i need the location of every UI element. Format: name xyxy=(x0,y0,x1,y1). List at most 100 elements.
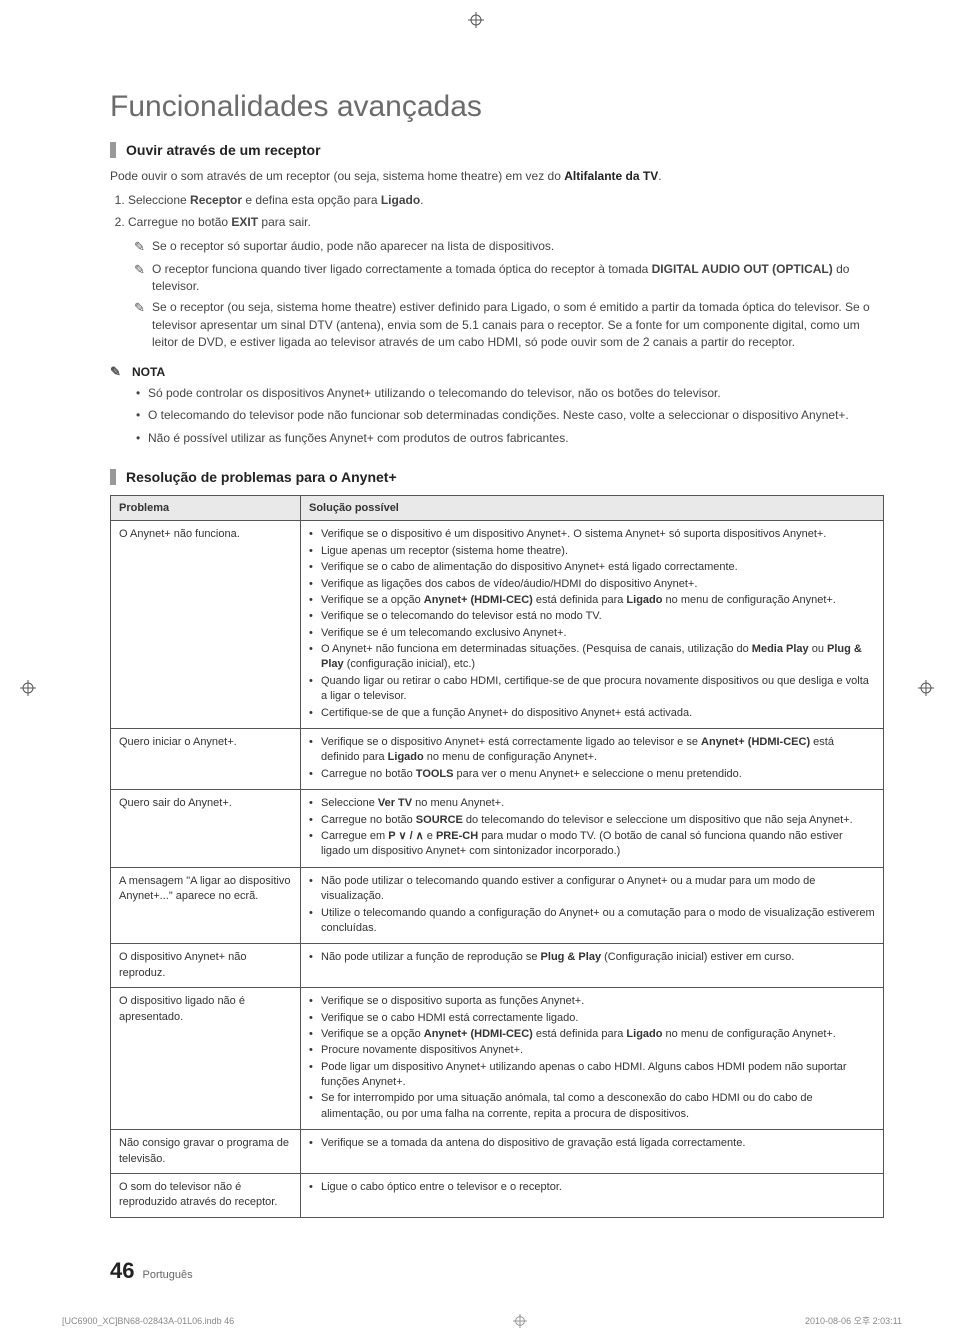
solution-list: Verifique se o dispositivo Anynet+ está … xyxy=(309,735,875,782)
solution-item: Carregue no botão SOURCE do telecomando … xyxy=(309,813,875,828)
step1-b2: Ligado xyxy=(381,193,420,207)
note-icon: ✎ xyxy=(110,364,128,380)
step1-post: . xyxy=(420,193,423,207)
solution-cell: Seleccione Ver TV no menu Anynet+. Carreg… xyxy=(301,790,884,868)
step2-pre: Carregue no botão xyxy=(128,215,231,229)
solution-item: Utilize o telecomando quando a configura… xyxy=(309,906,875,937)
col-solution: Solução possível xyxy=(301,496,884,521)
section-label: Resolução de problemas para o Anynet+ xyxy=(126,469,397,485)
solution-item: Verifique se a opção Anynet+ (HDMI-CEC) … xyxy=(309,1027,875,1042)
solution-item: Pode ligar um dispositivo Anynet+ utiliz… xyxy=(309,1060,875,1091)
solution-item: Verifique se a tomada da antena do dispo… xyxy=(309,1136,875,1151)
section-bar-icon xyxy=(110,469,116,485)
solution-list: Verifique se a tomada da antena do dispo… xyxy=(309,1136,875,1151)
section-label: Ouvir através de um receptor xyxy=(126,142,321,158)
problem-cell: Quero sair do Anynet+. xyxy=(111,790,301,868)
intro-text: Pode ouvir o som através de um receptor … xyxy=(110,168,884,185)
section-heading-receiver: Ouvir através de um receptor xyxy=(110,142,884,158)
note-icon: ✎ xyxy=(134,238,152,257)
step-1: Seleccione Receptor e defina esta opção … xyxy=(128,191,884,210)
table-row: O som do televisor não é reproduzido atr… xyxy=(111,1174,884,1218)
solution-item: Carregue no botão TOOLS para ver o menu … xyxy=(309,767,875,782)
nota-b2: O telecomando do televisor pode não func… xyxy=(148,406,884,425)
note2-text: O receptor funciona quando tiver ligado … xyxy=(152,261,884,296)
nota-heading: ✎ NOTA xyxy=(110,364,884,380)
print-mark-left xyxy=(20,680,36,696)
solution-item: Verifique se a opção Anynet+ (HDMI-CEC) … xyxy=(309,593,875,608)
problem-cell: O dispositivo ligado não é apresentado. xyxy=(111,988,301,1130)
table-row: Quero iniciar o Anynet+.Verifique se o d… xyxy=(111,729,884,790)
solution-list: Verifique se o dispositivo é um disposit… xyxy=(309,527,875,721)
col-problem: Problema xyxy=(111,496,301,521)
solution-item: Seleccione Ver TV no menu Anynet+. xyxy=(309,796,875,811)
table-row: O dispositivo ligado não é apresentado. V… xyxy=(111,988,884,1130)
page-title: Funcionalidades avançadas xyxy=(110,90,884,124)
step2-b: EXIT xyxy=(231,215,258,229)
step-2: Carregue no botão EXIT para sair. xyxy=(128,213,884,232)
nota-b3: Não é possível utilizar as funções Anyne… xyxy=(148,429,884,448)
solution-item: Verifique se é um telecomando exclusivo … xyxy=(309,626,875,641)
solution-item: Carregue em P ∨ / ∧ e PRE-CH para mudar … xyxy=(309,829,875,860)
section-bar-icon xyxy=(110,142,116,158)
step1-mid: e defina esta opção para xyxy=(242,193,381,207)
table-row: Não consigo gravar o programa de televis… xyxy=(111,1130,884,1174)
solution-list: Seleccione Ver TV no menu Anynet+. Carreg… xyxy=(309,796,875,860)
table-row: O Anynet+ não funciona. Verifique se o di… xyxy=(111,521,884,729)
page-number: 46 xyxy=(110,1258,134,1284)
solution-item: Verifique se o dispositivo é um disposit… xyxy=(309,527,875,542)
note1-text: Se o receptor só suportar áudio, pode nã… xyxy=(152,238,884,257)
solution-item: Verifique as ligações dos cabos de vídeo… xyxy=(309,577,875,592)
solution-cell: Ligue o cabo óptico entre o televisor e … xyxy=(301,1174,884,1218)
intro-pre: Pode ouvir o som através de um receptor … xyxy=(110,169,564,183)
solution-list: Verifique se o dispositivo suporta as fu… xyxy=(309,994,875,1122)
intro-post: . xyxy=(658,169,661,183)
intro-bold: Altifalante da TV xyxy=(564,169,658,183)
problem-cell: Não consigo gravar o programa de televis… xyxy=(111,1130,301,1174)
problem-cell: A mensagem "A ligar ao dispositivo Anyne… xyxy=(111,867,301,944)
section-heading-trouble: Resolução de problemas para o Anynet+ xyxy=(110,469,884,485)
solution-item: Verifique se o dispositivo Anynet+ está … xyxy=(309,735,875,766)
solution-item: Não pode utilizar a função de reprodução… xyxy=(309,950,875,965)
note2-b: DIGITAL AUDIO OUT (OPTICAL) xyxy=(652,262,833,276)
page-language: Português xyxy=(142,1269,192,1281)
table-row: Quero sair do Anynet+.Seleccione Ver TV … xyxy=(111,790,884,868)
solution-list: Não pode utilizar o telecomando quando e… xyxy=(309,874,875,937)
solution-cell: Verifique se a tomada da antena do dispo… xyxy=(301,1130,884,1174)
solution-list: Não pode utilizar a função de reprodução… xyxy=(309,950,875,965)
solution-cell: Verifique se o dispositivo suporta as fu… xyxy=(301,988,884,1130)
note-icon: ✎ xyxy=(134,261,152,296)
solution-item: Não pode utilizar o telecomando quando e… xyxy=(309,874,875,905)
note-2: ✎ O receptor funciona quando tiver ligad… xyxy=(134,261,884,296)
step1-b1: Receptor xyxy=(190,193,242,207)
note2-pre: O receptor funciona quando tiver ligado … xyxy=(152,262,652,276)
page-content: Funcionalidades avançadas Ouvir através … xyxy=(0,0,954,1344)
troubleshoot-table: Problema Solução possível O Anynet+ não … xyxy=(110,495,884,1217)
solution-item: Quando ligar ou retirar o cabo HDMI, cer… xyxy=(309,674,875,705)
note-3: ✎ Se o receptor (ou seja, sistema home t… xyxy=(134,299,884,351)
solution-cell: Verifique se o dispositivo Anynet+ está … xyxy=(301,729,884,790)
nota-bullets: Só pode controlar os dispositivos Anynet… xyxy=(110,384,884,448)
table-row: A mensagem "A ligar ao dispositivo Anyne… xyxy=(111,867,884,944)
note-1: ✎ Se o receptor só suportar áudio, pode … xyxy=(134,238,884,257)
nota-label: NOTA xyxy=(132,365,165,379)
table-row: O dispositivo Anynet+ não reproduz. Não p… xyxy=(111,944,884,988)
step1-pre: Seleccione xyxy=(128,193,190,207)
solution-cell: Não pode utilizar o telecomando quando e… xyxy=(301,867,884,944)
solution-item: Verifique se o dispositivo suporta as fu… xyxy=(309,994,875,1009)
print-mark-right xyxy=(918,680,934,696)
solution-list: Ligue o cabo óptico entre o televisor e … xyxy=(309,1180,875,1195)
solution-item: O Anynet+ não funciona em determinadas s… xyxy=(309,642,875,673)
problem-cell: O som do televisor não é reproduzido atr… xyxy=(111,1174,301,1218)
problem-cell: O dispositivo Anynet+ não reproduz. xyxy=(111,944,301,988)
problem-cell: O Anynet+ não funciona. xyxy=(111,521,301,729)
solution-item: Procure novamente dispositivos Anynet+. xyxy=(309,1043,875,1058)
solution-item: Verifique se o cabo HDMI está correctame… xyxy=(309,1011,875,1026)
solution-cell: Verifique se o dispositivo é um disposit… xyxy=(301,521,884,729)
print-mark-top xyxy=(468,12,484,28)
solution-item: Se for interrompido por uma situação anó… xyxy=(309,1091,875,1122)
solution-item: Ligue o cabo óptico entre o televisor e … xyxy=(309,1180,875,1195)
solution-item: Verifique se o cabo de alimentação do di… xyxy=(309,560,875,575)
nota-b1: Só pode controlar os dispositivos Anynet… xyxy=(148,384,884,403)
solution-item: Verifique se o telecomando do televisor … xyxy=(309,609,875,624)
page-footer: 46 Português xyxy=(110,1258,884,1284)
